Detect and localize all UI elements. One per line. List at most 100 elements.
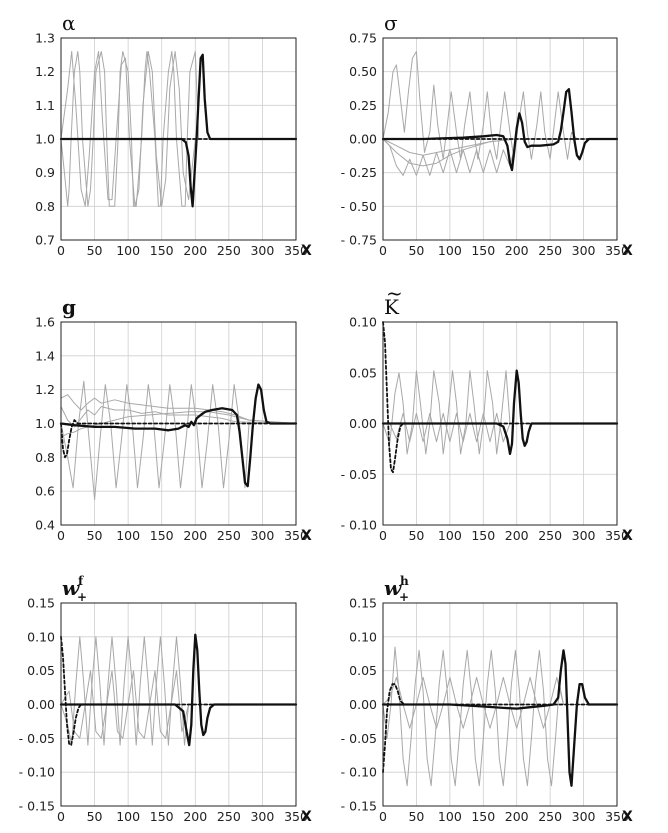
y-tick-label: 0.6 [35, 484, 55, 499]
chart-title-subscript: + [399, 590, 409, 604]
x-tick-label: 0 [57, 243, 65, 258]
x-tick-label: 150 [471, 528, 495, 543]
y-tick-label: 0.7 [35, 233, 55, 248]
y-tick-label: 0.10 [349, 629, 377, 644]
x-tick-label: 0 [379, 809, 387, 824]
x-tick-label: 200 [505, 528, 529, 543]
chart-title-superscript: h [400, 574, 409, 588]
x-tick-label: 100 [438, 243, 462, 258]
chart-panel-5: - 0.15 - 0.10 - 0.05 0.00 0.05 0.10 0.15 0 50 100… [19, 574, 312, 825]
y-tick-label: 0.00 [27, 697, 55, 712]
x-axis-label: X [622, 809, 633, 825]
series-line-final [381, 649, 619, 787]
x-tick-label: 350 [284, 528, 308, 543]
x-tick-label: 50 [408, 243, 424, 258]
y-tick-label: 0.8 [35, 450, 55, 465]
chart-title: w [384, 576, 402, 600]
x-tick-label: 300 [572, 809, 596, 824]
series-line-final [59, 383, 298, 488]
chart-panel-2: - 0.75 - 0.50 - 0.25 0.00 0.25 0.50 0.75 0 50 100… [341, 11, 633, 259]
x-tick-label: 150 [150, 243, 174, 258]
y-tick-label: - 0.15 [341, 799, 377, 814]
y-tick-label: - 0.75 [341, 233, 377, 248]
tilde-accent: ~ [386, 281, 403, 305]
chart-title: w [62, 576, 80, 600]
y-tick-label: 0.15 [349, 596, 377, 611]
y-tick-label: - 0.10 [341, 765, 377, 780]
y-tick-label: - 0.05 [19, 731, 55, 746]
x-tick-label: 350 [284, 809, 308, 824]
plot-frame [60, 37, 297, 241]
y-tick-label: 1.2 [35, 382, 55, 397]
y-tick-label: - 0.05 [341, 731, 377, 746]
series-line-grey [60, 51, 297, 207]
x-tick-label: 350 [605, 809, 629, 824]
x-tick-label: 50 [408, 528, 424, 543]
series-line-dashed-initial [382, 683, 618, 774]
y-tick-label: - 0.05 [341, 467, 377, 482]
x-tick-label: 0 [379, 243, 387, 258]
series-line-grey [60, 411, 297, 438]
x-tick-label: 250 [217, 243, 241, 258]
series-line-final [59, 53, 298, 208]
series-line-grey [60, 380, 297, 501]
x-tick-label: 200 [505, 809, 529, 824]
y-tick-label: 0.25 [349, 98, 377, 113]
y-tick-label: 0.05 [349, 663, 377, 678]
x-tick-label: 150 [471, 243, 495, 258]
x-tick-label: 100 [438, 528, 462, 543]
chart-title: α [62, 11, 76, 35]
y-tick-label: 1.6 [35, 315, 55, 330]
series-line-final [381, 88, 619, 172]
y-tick-label: 1.1 [35, 98, 55, 113]
x-tick-label: 250 [538, 809, 562, 824]
y-tick-label: 0.05 [27, 663, 55, 678]
y-tick-label: 0.4 [35, 518, 55, 533]
series-line-final [59, 633, 298, 747]
x-tick-label: 0 [57, 528, 65, 543]
x-tick-label: 300 [250, 243, 274, 258]
plot-frame [60, 321, 297, 526]
y-tick-label: 0.00 [349, 132, 377, 147]
y-tick-label: 0.10 [27, 629, 55, 644]
x-axis-label: X [301, 809, 312, 825]
y-tick-label: 0.00 [349, 697, 377, 712]
y-tick-label: 0.8 [35, 199, 55, 214]
x-tick-label: 300 [572, 528, 596, 543]
x-tick-label: 150 [150, 528, 174, 543]
x-tick-label: 0 [379, 528, 387, 543]
series-line-grey [382, 138, 618, 176]
plot-frame [382, 37, 618, 241]
x-axis-label: X [622, 243, 633, 259]
chart-panel-4: - 0.10 - 0.05 0.00 0.05 0.10 0 50 100 150 200 250 3… [341, 281, 633, 544]
y-tick-label: 1.2 [35, 64, 55, 79]
series-line-grey [60, 394, 297, 424]
chart-title: K [384, 295, 400, 319]
y-tick-label: - 0.25 [341, 165, 377, 180]
series-line-grey [382, 51, 618, 160]
chart-panel-1: 0.7 0.8 0.9 1.0 1.1 1.2 1.3 0 50 100 150 200 250 300 3… [35, 11, 312, 259]
y-tick-label: 1.3 [35, 31, 55, 46]
chart-title: g [62, 295, 76, 319]
x-tick-label: 150 [150, 809, 174, 824]
x-axis-label: X [301, 528, 312, 544]
y-tick-label: 0.9 [35, 165, 55, 180]
x-tick-label: 100 [116, 243, 140, 258]
y-tick-label: 0.50 [349, 64, 377, 79]
y-tick-label: - 0.15 [19, 799, 55, 814]
y-tick-label: 0.15 [27, 596, 55, 611]
series-line-grey [382, 646, 618, 787]
y-tick-label: - 0.50 [341, 199, 377, 214]
x-tick-label: 100 [116, 809, 140, 824]
series-line-grey [382, 370, 618, 455]
series-line-grey [382, 412, 618, 443]
x-axis-label: X [301, 243, 312, 259]
y-tick-label: 1.0 [35, 132, 55, 147]
x-axis-label: X [622, 528, 633, 544]
y-tick-label: 0.10 [349, 315, 377, 330]
x-tick-label: 350 [284, 243, 308, 258]
y-tick-label: 1.4 [35, 348, 55, 363]
x-tick-label: 50 [87, 528, 103, 543]
chart-title: σ [384, 11, 398, 35]
x-tick-label: 350 [605, 528, 629, 543]
